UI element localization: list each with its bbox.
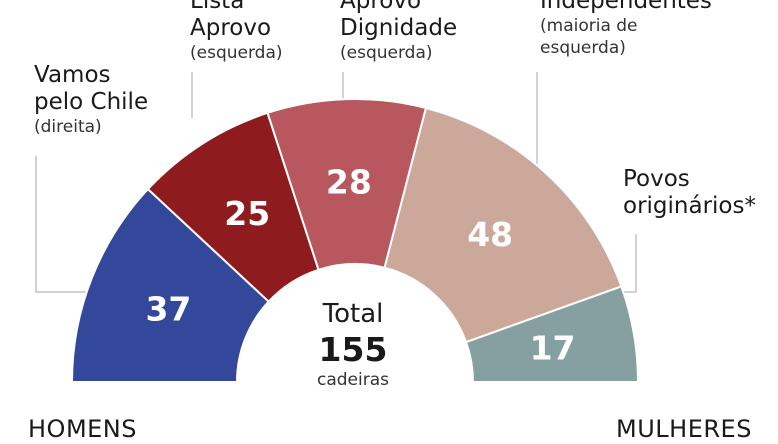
label-independentes-note: (maioria de (540, 16, 638, 36)
label-dignidade-line2: Dignidade (340, 15, 458, 41)
label-lista-aprovo: Lista Aprovo (esquerda) (190, 0, 283, 64)
label-povos-line2: originários* (623, 193, 756, 219)
label-dignidade-line1: Aprovo (340, 0, 422, 14)
total-label: Total (322, 299, 384, 329)
label-povos-line1: Povos (623, 166, 690, 192)
label-lista-line2: Aprovo (190, 15, 272, 41)
slice-3 (383, 106, 623, 344)
slice-value-1: 25 (224, 194, 270, 233)
label-vamos-line2: pelo Chile (34, 89, 149, 115)
slice-0 (70, 187, 271, 383)
leader-line-0 (35, 156, 86, 293)
footer-left-label: HOMENS (28, 415, 137, 443)
label-independentes-line1: Independentes (540, 0, 712, 14)
label-aprovo-dignidade: Aprovo Dignidade (esquerda) (340, 0, 457, 64)
slice-value-0: 37 (145, 290, 191, 329)
slice-value-2: 28 (326, 163, 372, 202)
label-vamos-pelo-chile: Vamos pelo Chile (direita) (34, 62, 148, 138)
label-lista-line1: Lista (190, 0, 245, 14)
total-summary: Total 155 cadeiras (278, 298, 428, 390)
label-vamos-line1: Vamos (34, 62, 111, 88)
label-povos-originarios: Povos originários* (623, 166, 756, 220)
slice-value-3: 48 (467, 215, 513, 254)
label-dignidade-note: (esquerda) (340, 43, 433, 63)
label-independentes: Independentes (maioria de esquerda) (540, 0, 712, 59)
footer-right-label: MULHERES (616, 415, 752, 443)
slice-value-4: 17 (530, 329, 576, 368)
slice-4 (464, 285, 640, 383)
label-independentes-note2: esquerda) (540, 38, 626, 58)
label-vamos-note: (direita) (34, 117, 102, 137)
total-value: 155 (318, 330, 388, 369)
label-lista-note: (esquerda) (190, 43, 283, 63)
total-unit: cadeiras (316, 370, 389, 390)
